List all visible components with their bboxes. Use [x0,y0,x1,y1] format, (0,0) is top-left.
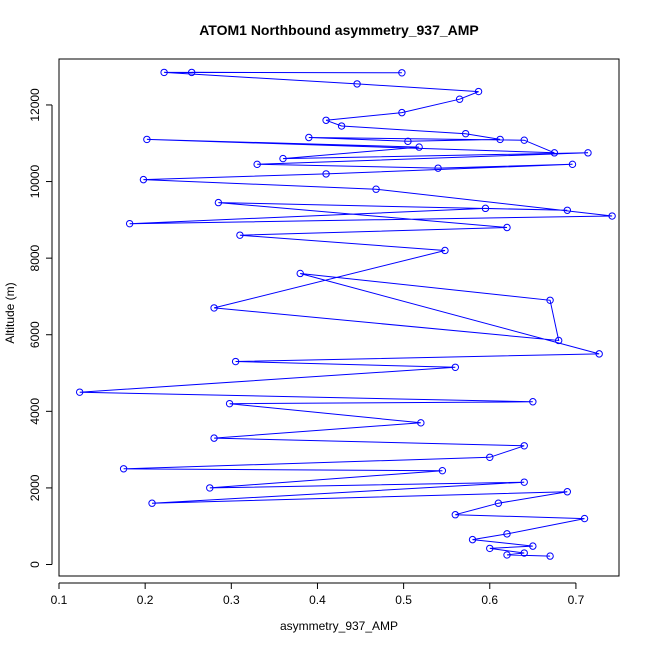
x-tick-label: 0.4 [309,593,326,607]
data-point [486,544,494,553]
data-point [595,350,603,358]
data-point [125,219,134,228]
data-point [474,87,483,96]
data-point [253,160,261,169]
data-point [322,116,330,124]
x-tick-label: 0.2 [137,593,154,607]
data-point [451,363,460,371]
data-point [322,170,330,178]
data-point [520,549,528,557]
data-point [434,164,442,172]
data-point [563,206,572,214]
x-tick-label: 0.6 [481,593,498,607]
data-point [546,552,554,560]
data-point [451,511,460,519]
data-point [496,135,504,144]
data-point [404,137,412,146]
data-point [481,204,490,213]
data-point [231,357,240,366]
series-lines [79,71,613,557]
data-point [415,143,423,151]
data-point [372,185,380,193]
data-point [455,95,464,103]
data-point [486,453,494,461]
series-points [75,68,616,560]
data-point [236,231,244,239]
data-point [546,296,554,304]
data-point [225,399,234,408]
data-point [337,122,346,130]
data-point [214,198,223,207]
series-line [79,71,613,557]
data-point [398,69,406,77]
data-point [206,484,214,492]
x-tick-label: 0.7 [568,593,585,607]
y-tick-label: 6000 [28,321,42,348]
y-tick-label: 4000 [28,398,42,425]
data-point [503,530,511,538]
y-tick-label: 12000 [28,88,42,122]
data-point [139,175,148,184]
y-tick-label: 8000 [28,244,42,271]
data-point [441,246,449,255]
data-point [468,535,477,544]
data-point [75,388,84,396]
y-tick-label: 2000 [28,474,42,501]
data-point [353,80,361,88]
data-point [503,551,511,559]
data-point [584,149,592,157]
x-tick-label: 0.1 [51,593,68,607]
x-tick-label: 0.5 [395,593,412,607]
y-axis: 0 2000 4000 6000 8000 10000 12000 [28,88,53,568]
data-point [210,434,218,442]
y-tick-label: 0 [28,561,42,568]
data-point [503,223,511,232]
data-point [438,466,447,475]
y-tick-label: 10000 [28,165,42,199]
data-point [210,304,218,312]
data-point [563,488,572,496]
data-point [305,133,313,142]
data-point [554,336,563,345]
data-point [187,68,196,77]
data-point [160,68,168,77]
x-axis-label: asymmetry_937_AMP [280,619,398,633]
data-point [494,499,503,507]
data-point [143,135,151,144]
plot-frame [58,58,620,577]
y-axis-label: Altitude (m) [3,282,17,343]
data-point [529,398,537,406]
data-point [608,212,616,220]
data-point [279,154,287,163]
x-tick-label: 0.3 [223,593,240,607]
data-point [417,419,425,427]
data-point [148,499,156,507]
data-point [461,129,470,138]
data-point [568,160,577,169]
data-point [529,542,537,550]
data-point [520,478,528,486]
chart-title: ATOM1 Northbound asymmetry_937_AMP [199,22,479,38]
data-point [520,136,528,144]
x-axis: 0.1 0.2 0.3 0.4 0.5 0.6 0.7 [51,582,585,607]
data-point [580,514,589,523]
data-point [550,149,559,157]
data-point [119,465,128,473]
data-point [296,269,304,278]
data-point [398,108,406,117]
data-point [520,442,528,450]
